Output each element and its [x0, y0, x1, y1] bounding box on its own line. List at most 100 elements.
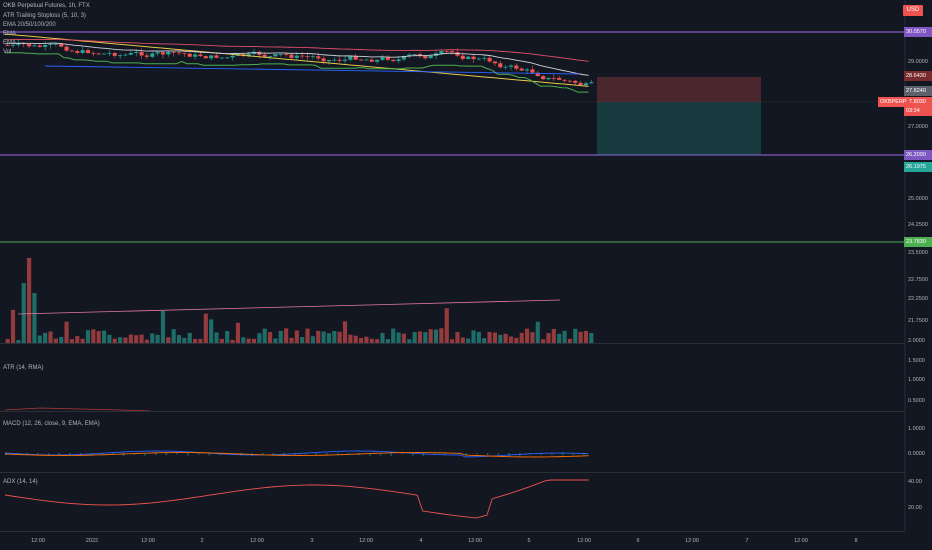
macd-histogram-bar [197, 453, 200, 455]
volume-bar [562, 330, 567, 343]
target-zone [597, 102, 761, 155]
candle [300, 55, 305, 57]
legend-atr-trailing-stop[interactable]: ATR Trailing Stoploss (5, 10, 3) [3, 13, 86, 19]
volume-bar [460, 337, 465, 343]
pane-separator[interactable] [0, 343, 905, 344]
volume-bar [262, 328, 267, 343]
adx-title[interactable]: ADX (14, 14) [3, 479, 38, 485]
stop-zone [597, 77, 761, 102]
time-tick: 12:00 [794, 538, 808, 544]
candle [380, 57, 385, 60]
volume-ma-line [17, 299, 561, 315]
volume-bar [573, 328, 578, 343]
macd-tick: 1.0000 [908, 426, 925, 432]
adx-line [4, 479, 589, 519]
volume-bar [75, 336, 80, 343]
candle [551, 77, 556, 79]
macd-histogram-bar [433, 453, 435, 455]
ema-20-line [4, 42, 589, 76]
candle [348, 56, 353, 60]
volume-bar [96, 331, 101, 343]
macd-histogram-bar [240, 453, 243, 456]
volume-bar [492, 332, 498, 343]
macd-histogram-bar [112, 453, 114, 455]
candle [198, 54, 203, 57]
atr-trailing-stop-line [5, 52, 589, 93]
time-tick: 5 [527, 538, 531, 544]
volume-bar [241, 337, 246, 343]
price-tick: 21.7500 [908, 318, 928, 324]
macd-histogram-bar [101, 453, 103, 456]
time-tick: 12:00 [141, 538, 155, 544]
legend-volume[interactable]: Vol [3, 49, 12, 55]
level-lower-label: 26.2090 [904, 150, 932, 160]
macd-histogram-bar [5, 453, 7, 456]
volume-bar [359, 338, 364, 343]
volume-bar [428, 329, 433, 343]
macd-histogram-bar [347, 453, 350, 455]
macd-histogram-bar [144, 453, 146, 456]
pane-separator[interactable] [0, 472, 905, 473]
candle [203, 56, 208, 59]
level-green-label: 23.7830 [904, 237, 932, 247]
countdown-label: 03:34 [904, 106, 932, 116]
macd-histogram-bar [551, 453, 553, 455]
volume-bar [150, 333, 155, 343]
volume-bar [294, 330, 299, 343]
macd-title[interactable]: MACD (12, 26, close, 9, EMA, EMA) [3, 421, 100, 427]
macd-signal-line [4, 452, 589, 458]
macd-histogram-bar [315, 453, 318, 455]
macd-histogram-bar [326, 453, 328, 455]
atr-title[interactable]: ATR (14, RMA) [3, 365, 44, 371]
candle [289, 54, 294, 58]
candle [69, 50, 75, 52]
candle [64, 46, 69, 51]
candle [278, 53, 283, 55]
candle [524, 69, 530, 71]
volume-bar [289, 337, 294, 343]
candle [225, 57, 230, 59]
macd-histogram-bar [294, 453, 296, 456]
candle [450, 51, 455, 53]
volume-bar [369, 338, 374, 343]
volume-bar [209, 319, 214, 343]
legend-ema-1[interactable]: EMA [3, 31, 17, 37]
macd-histogram-bar [519, 453, 521, 456]
macd-histogram-bar [58, 453, 61, 456]
candle [514, 65, 519, 69]
legend-ema-2[interactable]: EMA [3, 40, 17, 46]
time-tick: 12:00 [250, 538, 264, 544]
candle [37, 45, 42, 47]
volume-bar [535, 321, 540, 343]
candle [53, 43, 58, 45]
volume-bar [417, 331, 423, 343]
legend-ema-ribbon[interactable]: EMA 20/50/100/200 [3, 22, 56, 28]
candle [214, 55, 219, 58]
candle [401, 56, 406, 60]
volume-bar [326, 333, 332, 343]
currency-selector[interactable]: USD [903, 5, 923, 16]
volume-bar [546, 333, 551, 343]
candle [535, 72, 540, 77]
volume-bar [278, 330, 283, 343]
volume-bar [284, 328, 289, 343]
candle [75, 51, 80, 53]
candle [466, 56, 471, 59]
candle [439, 51, 444, 54]
pane-separator[interactable] [0, 411, 905, 412]
volume-bar [423, 332, 428, 343]
candle [96, 53, 101, 55]
candle [364, 59, 369, 61]
macd-histogram-bar [540, 453, 542, 455]
candle [139, 51, 144, 56]
macd-histogram-bar [411, 453, 414, 456]
price-tick: 23.5000 [908, 250, 928, 256]
macd-histogram-bar [508, 453, 510, 456]
candle [444, 51, 449, 52]
adx-tick: 20.00 [908, 505, 922, 511]
chart-title: OKB Perpetual Futures, 1h, FTX [3, 3, 90, 9]
volume-bar [69, 339, 75, 343]
candle [16, 43, 21, 45]
volume-bar [348, 334, 353, 343]
